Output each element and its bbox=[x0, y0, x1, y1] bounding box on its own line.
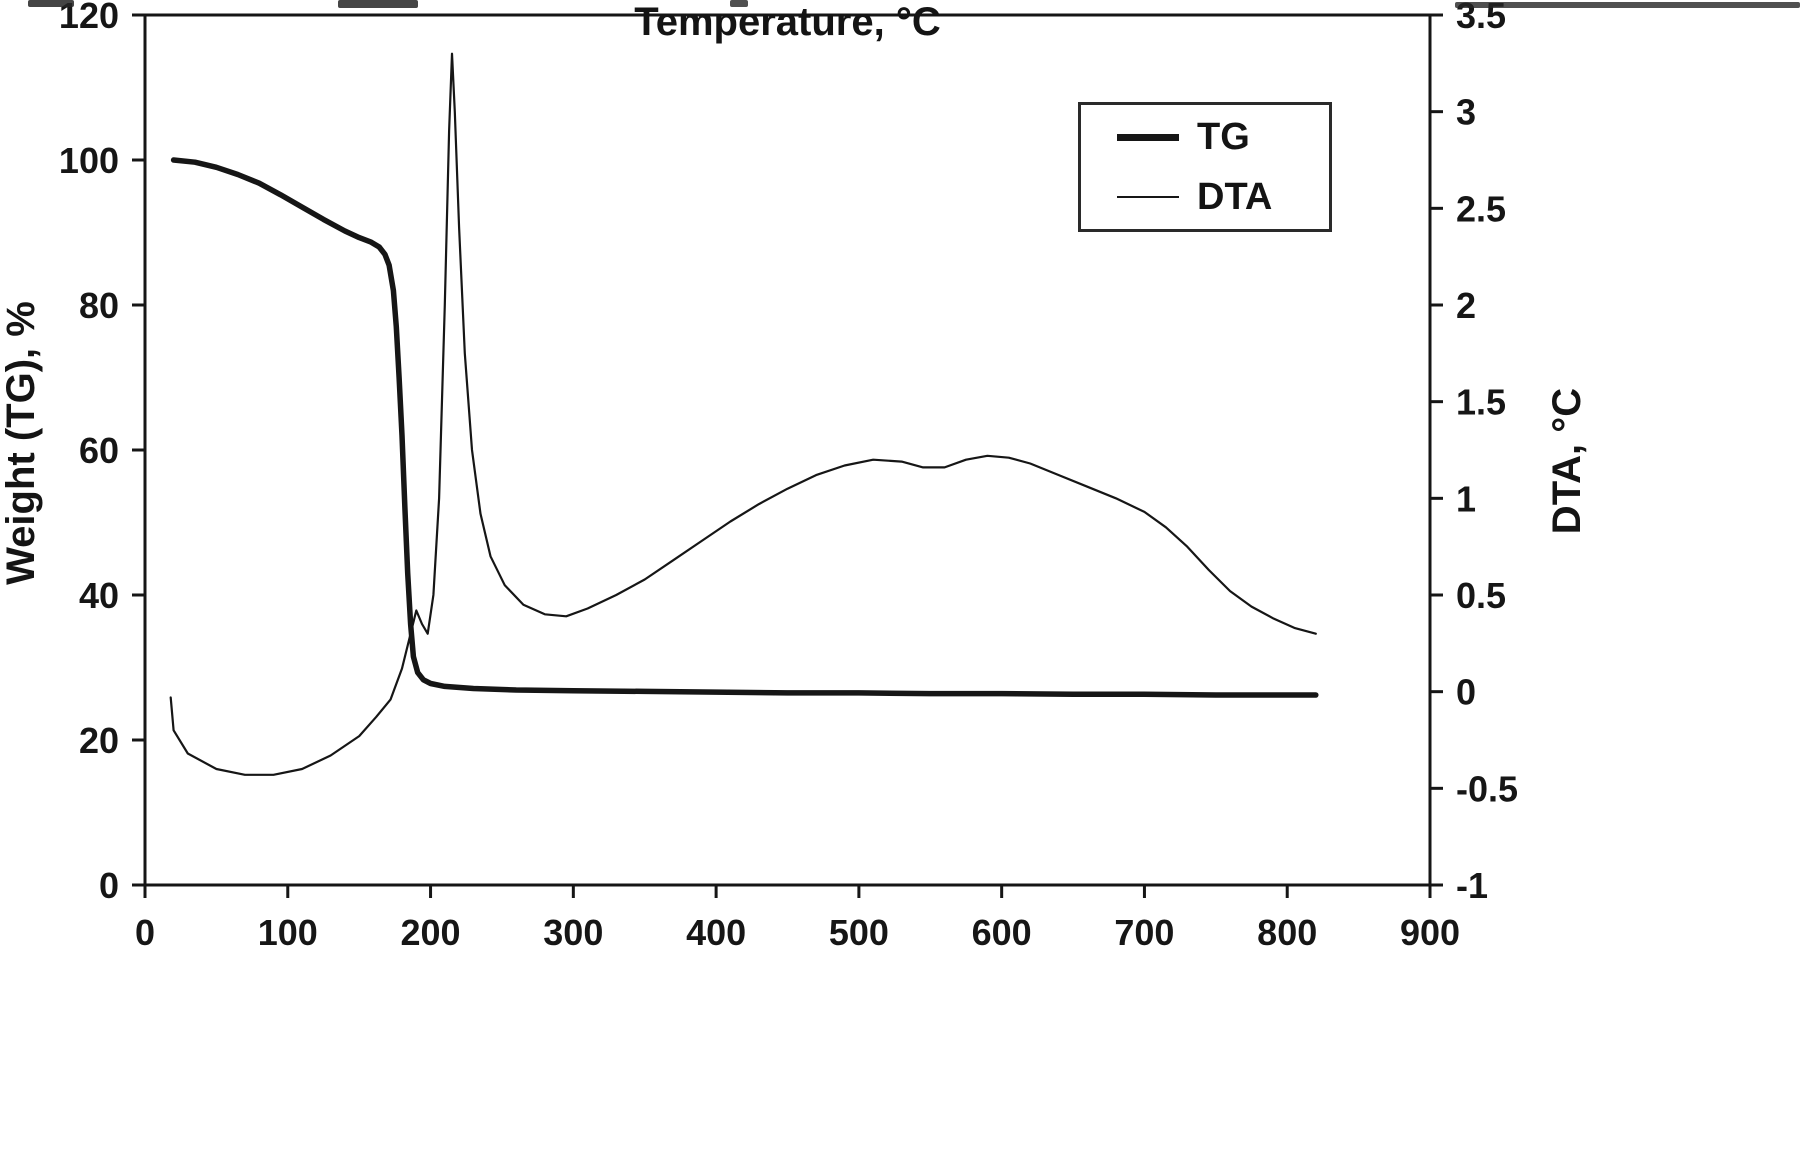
x-tick-label: 700 bbox=[1114, 912, 1174, 953]
x-tick-label: 300 bbox=[543, 912, 603, 953]
y-left-tick-label: 100 bbox=[59, 140, 119, 181]
dta-line-sample-icon bbox=[1117, 196, 1179, 198]
legend-item-tg: TG bbox=[1117, 118, 1329, 156]
x-tick-label: 100 bbox=[258, 912, 318, 953]
y-right-tick-label: -0.5 bbox=[1456, 768, 1518, 809]
y-right-tick-label: 1.5 bbox=[1456, 382, 1506, 423]
x-axis-title: Temperature, °C bbox=[634, 0, 941, 44]
series-tg-curve bbox=[170, 157, 1319, 698]
right-axis-title: DTA, °C bbox=[1545, 387, 1589, 535]
legend-label-dta: DTA bbox=[1197, 176, 1273, 218]
y-right-tick-label: 0.5 bbox=[1456, 575, 1506, 616]
x-tick-label: 600 bbox=[972, 912, 1032, 953]
scan-artifact bbox=[338, 0, 418, 8]
y-right-tick-label: 2 bbox=[1456, 285, 1476, 326]
y-left-tick-label: 20 bbox=[79, 720, 119, 761]
x-tick-label: 200 bbox=[401, 912, 461, 953]
y-right-tick-label: -1 bbox=[1456, 865, 1488, 906]
y-left-tick-label: 80 bbox=[79, 285, 119, 326]
legend-item-dta: DTA bbox=[1117, 178, 1329, 216]
y-right-tick-label: 1 bbox=[1456, 478, 1476, 519]
y-left-tick-label: 0 bbox=[99, 865, 119, 906]
x-tick-label: 800 bbox=[1257, 912, 1317, 953]
y-right-tick-label: 3 bbox=[1456, 92, 1476, 133]
x-tick-label: 400 bbox=[686, 912, 746, 953]
x-tick-label: 500 bbox=[829, 912, 889, 953]
series-dta-curve bbox=[169, 52, 1317, 776]
scan-artifact bbox=[28, 0, 74, 7]
legend-label-tg: TG bbox=[1197, 116, 1250, 158]
y-left-tick-label: 40 bbox=[79, 575, 119, 616]
y-left-tick-label: 60 bbox=[79, 430, 119, 471]
x-tick-label: 0 bbox=[135, 912, 155, 953]
y-right-tick-label: 0 bbox=[1456, 672, 1476, 713]
x-tick-label: 900 bbox=[1400, 912, 1460, 953]
scan-artifact bbox=[1455, 2, 1800, 8]
tg-line-sample-icon bbox=[1117, 133, 1179, 141]
left-axis-title: Weight (TG), % bbox=[0, 301, 43, 585]
y-right-tick-label: 2.5 bbox=[1456, 188, 1506, 229]
legend: TG DTA bbox=[1078, 102, 1332, 232]
scan-artifact bbox=[730, 0, 748, 7]
